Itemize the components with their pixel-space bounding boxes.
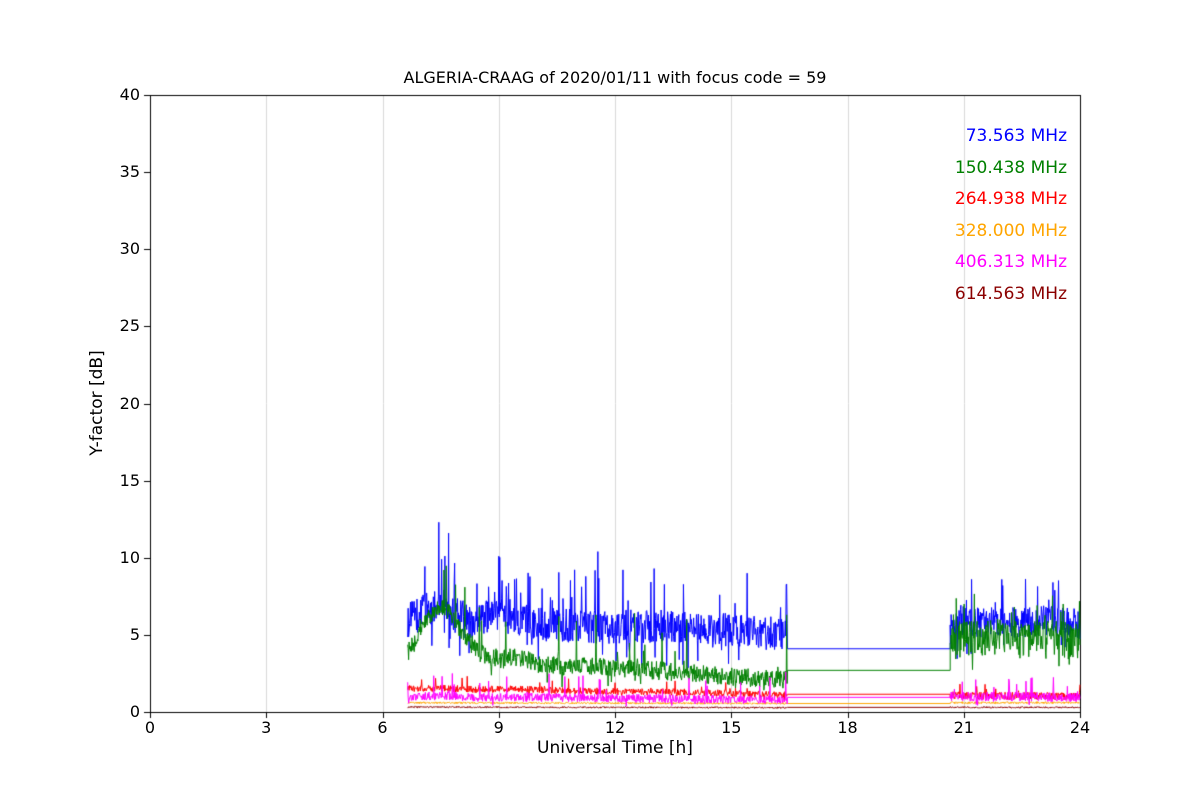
legend-item: 406.313 MHz — [954, 252, 1067, 272]
y-tick-label: 20 — [119, 393, 140, 413]
x-tick-label: 12 — [604, 718, 626, 737]
y-tick-label: 30 — [119, 239, 140, 259]
x-tick-label: 18 — [837, 718, 858, 737]
x-tick-label: 15 — [721, 718, 742, 737]
y-tick-label: 40 — [119, 85, 140, 104]
y-tick-label: 5 — [129, 624, 140, 644]
x-tick-label: 9 — [493, 718, 504, 737]
legend-item: 328.000 MHz — [954, 220, 1067, 241]
x-tick-label: 3 — [261, 718, 272, 737]
legend-item: 150.438 MHz — [954, 157, 1067, 178]
y-tick-label: 25 — [119, 316, 140, 336]
x-tick-label: 0 — [144, 718, 156, 737]
y-tick-label: 35 — [119, 162, 140, 182]
y-tick-label: 0 — [129, 702, 140, 721]
y-tick-label: 15 — [119, 470, 140, 490]
x-tick-label: 21 — [953, 718, 974, 737]
x-axis-label: Universal Time [h] — [537, 738, 693, 758]
x-tick-label: 24 — [1069, 718, 1091, 737]
legend-item: 264.938 MHz — [954, 189, 1067, 209]
legend: 73.563 MHz 150.438 MHz 264.938 MHz 328.000 … — [955, 121, 1067, 310]
y-tick-label: 10 — [119, 547, 140, 567]
legend-item: 614.563 MHz — [954, 283, 1067, 304]
x-tick-label: 6 — [377, 718, 388, 737]
chart-title: ALGERIA-CRAAG of 2020/01/11 with focus c… — [403, 68, 827, 87]
legend-item: 73.563 MHz — [965, 126, 1067, 146]
